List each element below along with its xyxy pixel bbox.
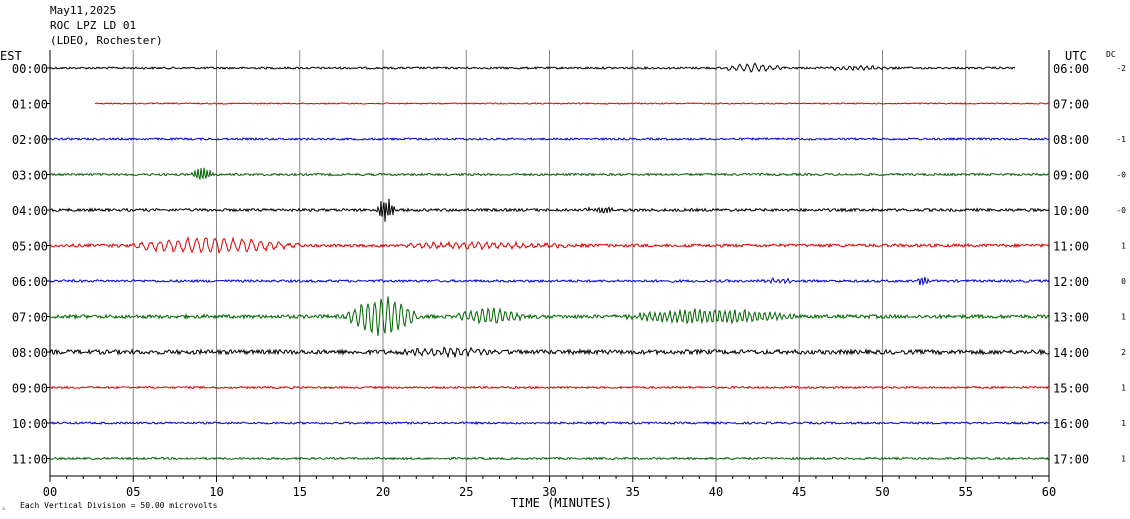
x-tick-label: 45: [792, 485, 806, 499]
x-tick-label: 30: [542, 485, 556, 499]
utc-hour-label: 11:00: [1053, 240, 1089, 254]
utc-hour-label: 17:00: [1053, 453, 1089, 467]
utc-hour-label: 06:00: [1053, 62, 1089, 76]
network-label: (LDEO, Rochester): [50, 34, 163, 47]
x-tick-label: 15: [293, 485, 307, 499]
est-hour-label: 02:00: [12, 133, 48, 147]
dc-value: 1: [1121, 419, 1126, 428]
dc-value: -2: [1116, 64, 1126, 73]
trace-line: [49, 420, 1050, 426]
trace-line: [49, 385, 1050, 390]
utc-hour-label: 08:00: [1053, 133, 1089, 147]
trace-line: [49, 167, 1050, 180]
x-tick-label: 50: [875, 485, 889, 499]
x-tick-label: 55: [959, 485, 973, 499]
x-tick-label: 40: [709, 485, 723, 499]
trace-line: [49, 198, 1050, 222]
x-tick-label: 20: [376, 485, 390, 499]
scale-note: Each Vertical Division = 50.00 microvolt…: [20, 501, 218, 510]
utc-hour-label: 16:00: [1053, 417, 1089, 431]
est-hour-label: 01:00: [12, 98, 48, 112]
trace-line: [49, 276, 1050, 287]
x-tick-label: 60: [1042, 485, 1056, 499]
est-hour-label: 00:00: [12, 62, 48, 76]
trace-line: [49, 456, 1050, 461]
dc-value: 2: [1121, 348, 1126, 357]
x-tick-label: 25: [459, 485, 473, 499]
trace-line: [49, 296, 1050, 336]
utc-label: UTC: [1065, 49, 1087, 63]
est-hour-label: 09:00: [12, 382, 48, 396]
dc-value: 0: [1121, 277, 1126, 286]
trace-line: [94, 102, 1050, 105]
utc-hour-label: 13:00: [1053, 311, 1089, 325]
utc-hour-label: 14:00: [1053, 346, 1089, 360]
x-tick-label: 05: [126, 485, 140, 499]
dc-label: DC: [1106, 50, 1116, 59]
trace-line: [49, 236, 1050, 254]
x-tick-label: 00: [43, 485, 57, 499]
est-hour-label: 10:00: [12, 417, 48, 431]
est-hour-label: 03:00: [12, 169, 48, 183]
est-hour-label: 06:00: [12, 275, 48, 289]
utc-hour-label: 07:00: [1053, 98, 1089, 112]
utc-hour-label: 15:00: [1053, 382, 1089, 396]
utc-hour-label: 12:00: [1053, 275, 1089, 289]
station-label: ROC LPZ LD 01: [50, 19, 137, 32]
est-hour-label: 04:00: [12, 204, 48, 218]
dc-value: -0: [1116, 171, 1126, 180]
est-hour-label: 08:00: [12, 346, 48, 360]
dc-value: 1: [1121, 384, 1126, 393]
est-hour-label: 05:00: [12, 240, 48, 254]
trace-line: [49, 62, 1016, 73]
est-hour-label: 11:00: [12, 453, 48, 467]
utc-hour-label: 10:00: [1053, 204, 1089, 218]
x-tick-label: 10: [209, 485, 223, 499]
dc-value: 1: [1121, 313, 1126, 322]
dc-value: 1: [1121, 455, 1126, 464]
dc-value: 1: [1121, 242, 1126, 251]
trace-line: [49, 136, 1050, 142]
est-label: EST: [0, 49, 22, 63]
dc-value: -1: [1116, 135, 1126, 144]
x-tick-label: 35: [626, 485, 640, 499]
scale-icon: ⚔: [2, 505, 6, 512]
trace-line: [49, 346, 1050, 359]
x-axis-label: TIME (MINUTES): [511, 496, 612, 510]
dc-value: -0: [1116, 206, 1126, 215]
date-label: May11,2025: [50, 4, 117, 17]
est-hour-label: 07:00: [12, 311, 48, 325]
utc-hour-label: 09:00: [1053, 169, 1089, 183]
